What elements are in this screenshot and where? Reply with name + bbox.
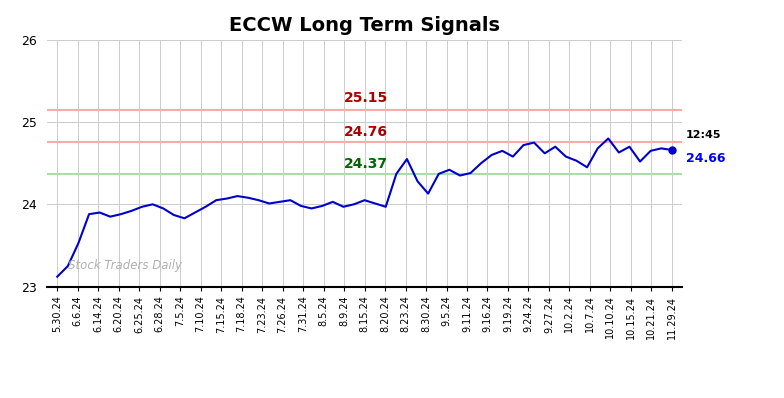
Text: 24.66: 24.66 [686,152,726,165]
Text: Stock Traders Daily: Stock Traders Daily [67,259,182,272]
Title: ECCW Long Term Signals: ECCW Long Term Signals [229,16,500,35]
Text: 24.37: 24.37 [344,157,388,172]
Text: 12:45: 12:45 [686,130,722,140]
Text: 24.76: 24.76 [344,125,388,139]
Text: 25.15: 25.15 [344,91,388,105]
